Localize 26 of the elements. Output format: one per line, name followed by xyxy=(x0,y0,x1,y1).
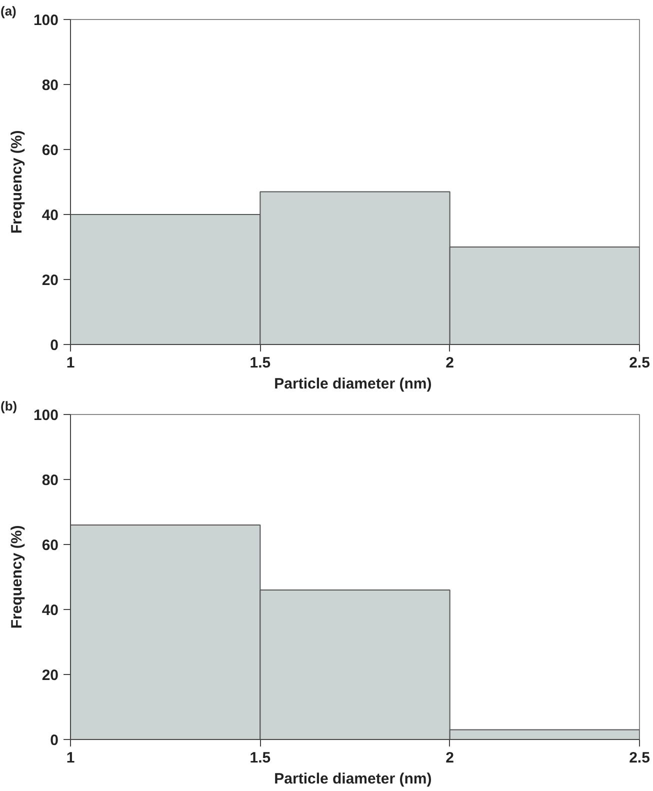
y-tick-label: 0 xyxy=(50,337,58,354)
y-tick-label: 100 xyxy=(33,12,59,29)
y-tick-label: 80 xyxy=(42,77,59,94)
y-tick-label: 60 xyxy=(42,537,59,554)
chart-title: (a) xyxy=(0,4,16,18)
x-tick-label: 2.5 xyxy=(629,354,650,372)
y-tick-label: 0 xyxy=(50,732,58,749)
y-tick-label: 20 xyxy=(42,272,59,289)
y-tick-label: 100 xyxy=(33,407,59,424)
y-tick-label: 60 xyxy=(42,142,59,159)
x-tick-label: 1.5 xyxy=(250,354,271,372)
y-axis-title: Frequency (%) xyxy=(8,130,26,234)
x-tick-label: 2 xyxy=(446,354,454,372)
x-tick-label: 1 xyxy=(66,750,75,766)
chart-title: (b) xyxy=(0,398,18,414)
y-axis-title: Frequency (%) xyxy=(8,525,26,629)
x-tick-label: 1.5 xyxy=(250,750,271,766)
x-tick-label: 2 xyxy=(446,750,454,766)
y-tick-label: 80 xyxy=(42,472,59,489)
x-tick-label: 2.5 xyxy=(629,750,650,766)
y-tick-label: 40 xyxy=(42,207,59,224)
y-tick-label: 20 xyxy=(42,667,59,684)
y-tick-label: 40 xyxy=(42,602,59,619)
x-tick-label: 1 xyxy=(66,354,75,372)
x-axis-title: Particle diameter (nm) xyxy=(274,376,432,392)
x-axis-title: Particle diameter (nm) xyxy=(274,770,432,788)
